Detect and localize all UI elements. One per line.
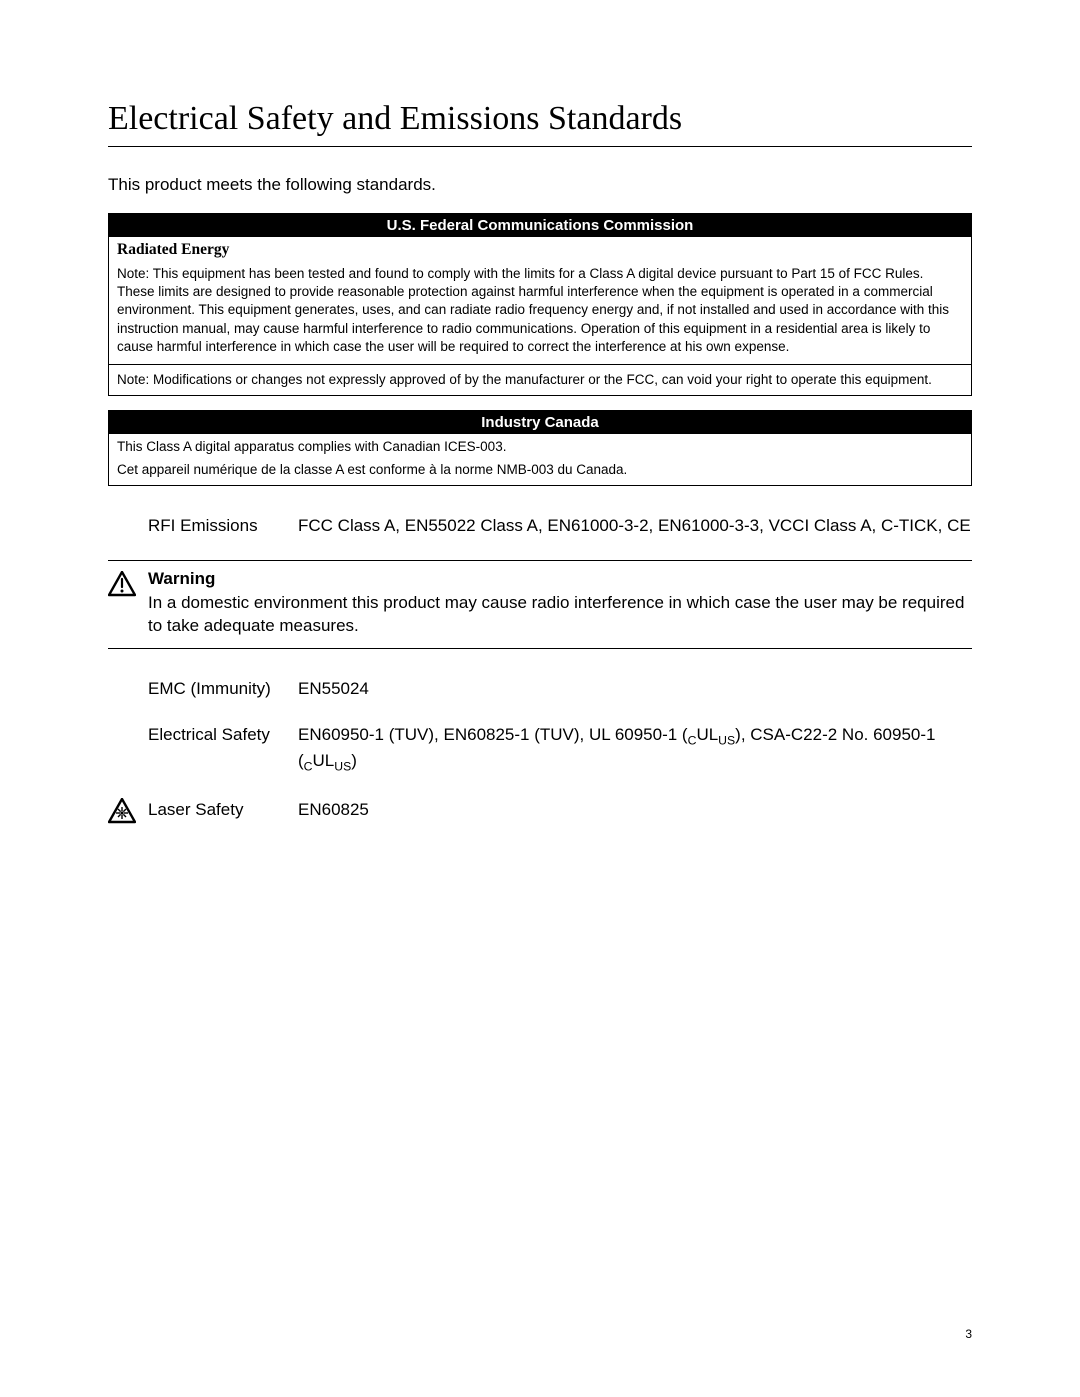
fcc-divider [109,364,971,365]
laser-value: EN60825 [298,798,972,822]
page-title: Electrical Safety and Emissions Standard… [108,100,972,138]
laser-warning-icon [108,798,148,824]
page-number: 3 [965,1327,972,1341]
intro-text: This product meets the following standar… [108,175,972,195]
laser-row: Laser Safety EN60825 [108,798,972,824]
page: Electrical Safety and Emissions Standard… [0,0,1080,1397]
ic-box: Industry Canada This Class A digital app… [108,410,972,485]
elec-row: Electrical Safety EN60950-1 (TUV), EN608… [148,723,972,776]
ic-line1: This Class A digital apparatus complies … [109,434,971,458]
ic-line2: Cet appareil numérique de la classe A es… [109,459,971,485]
emc-value: EN55024 [298,677,972,701]
fcc-box: U.S. Federal Communications Commission R… [108,213,972,396]
elec-label: Electrical Safety [148,723,298,747]
fcc-note1: Note: This equipment has been tested and… [109,261,971,362]
warning-block: Warning In a domestic environment this p… [108,560,972,650]
ic-header: Industry Canada [109,411,971,434]
emc-row: EMC (Immunity) EN55024 [148,677,972,701]
fcc-subhead: Radiated Energy [109,237,971,261]
emc-label: EMC (Immunity) [148,677,298,701]
spec-block: RFI Emissions FCC Class A, EN55022 Class… [148,514,972,824]
laser-label: Laser Safety [148,798,298,822]
rfi-label: RFI Emissions [148,514,298,538]
rfi-row: RFI Emissions FCC Class A, EN55022 Class… [148,514,972,538]
fcc-note2: Note: Modifications or changes not expre… [109,367,971,395]
warning-text-wrap: Warning In a domestic environment this p… [148,569,972,639]
warning-icon [108,569,148,597]
warning-title: Warning [148,569,972,589]
warning-body: In a domestic environment this product m… [148,591,972,639]
rfi-value: FCC Class A, EN55022 Class A, EN61000-3-… [298,514,972,538]
title-rule [108,146,972,147]
elec-value: EN60950-1 (TUV), EN60825-1 (TUV), UL 609… [298,723,972,776]
fcc-header: U.S. Federal Communications Commission [109,214,971,237]
